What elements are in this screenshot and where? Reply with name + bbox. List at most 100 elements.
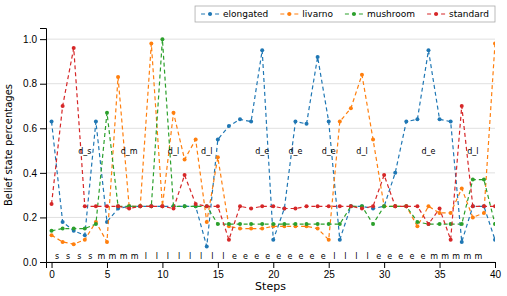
point [404,204,408,208]
point [327,238,331,242]
annotation: l [200,252,202,261]
point [460,186,464,190]
series [50,48,495,248]
point [349,204,353,208]
point [460,222,464,226]
grid [46,39,495,262]
point [327,222,331,226]
point [149,42,153,46]
series-line [52,39,495,231]
point [282,207,286,211]
annotation: d_e [421,147,435,156]
point [227,222,231,226]
annotation: m [430,252,438,261]
legend-label: standard [449,9,489,19]
tick-mark [107,262,108,268]
tick-label: 0 [49,269,55,280]
annotation: e [287,252,292,261]
tick-mark [218,262,219,268]
point [205,244,209,248]
point [305,204,309,208]
point [183,173,187,177]
point [94,222,98,226]
point [171,207,175,211]
annotation: e [299,252,304,261]
annotation: s [55,252,59,261]
point [116,204,120,208]
point [471,215,475,219]
tick-mark [40,173,46,174]
point [316,227,320,231]
point [216,155,220,159]
point [415,224,419,228]
point [271,222,275,226]
point [382,204,386,208]
point [471,178,475,182]
point [216,204,220,208]
point [404,120,408,124]
legend-label: mushroom [367,9,415,19]
annotation: m [131,252,139,261]
point [426,48,430,52]
point [50,229,54,233]
annotation: d_e [288,147,302,156]
point [50,120,54,124]
tick-label: 10 [157,269,169,280]
point [138,204,142,208]
annotation: m [109,252,117,261]
point [426,204,430,208]
axis-line [47,263,496,269]
point [149,204,153,208]
point [282,222,286,226]
point [205,220,209,224]
point [316,204,320,208]
annotation: d_l [168,147,179,156]
annotation: e [243,252,248,261]
series [50,37,495,233]
point [183,157,187,161]
point [393,204,397,208]
point [482,204,486,208]
point [127,207,131,211]
tick-label: 0.4 [23,168,37,179]
tick-label: 0.6 [23,123,37,134]
series [50,42,495,247]
tick-mark [40,217,46,218]
point [238,204,242,208]
legend-marker [434,12,438,16]
point [404,204,408,208]
tick: 0.4 [23,168,46,179]
point [260,227,264,231]
annotation: d_e [255,147,269,156]
tick-label: 40 [490,269,502,280]
point [293,222,297,226]
tick-mark [40,84,46,85]
annotation: l [178,252,180,261]
point [149,204,153,208]
tick: 1.0 [23,34,46,45]
annotation: d_l [356,147,367,156]
x-axis-title: Steps [255,280,286,293]
annotation: m [452,252,460,261]
tick-label: 1.0 [23,34,37,45]
tick: 40 [490,262,502,280]
point [349,204,353,208]
tick-mark [162,262,163,268]
tick-label: 0.2 [23,212,37,223]
point [371,137,375,141]
point [482,211,486,215]
tick: 15 [213,262,225,280]
point [50,202,54,206]
point [338,120,342,124]
annotation: m [463,252,471,261]
tick-mark [440,262,441,268]
legend-item: elongated [201,9,268,19]
point [338,222,342,226]
point [72,46,76,50]
annotation: l [211,252,213,261]
point [349,204,353,208]
point [382,204,386,208]
tick-label: 0.0 [23,257,37,268]
point [271,238,275,242]
point [138,204,142,208]
